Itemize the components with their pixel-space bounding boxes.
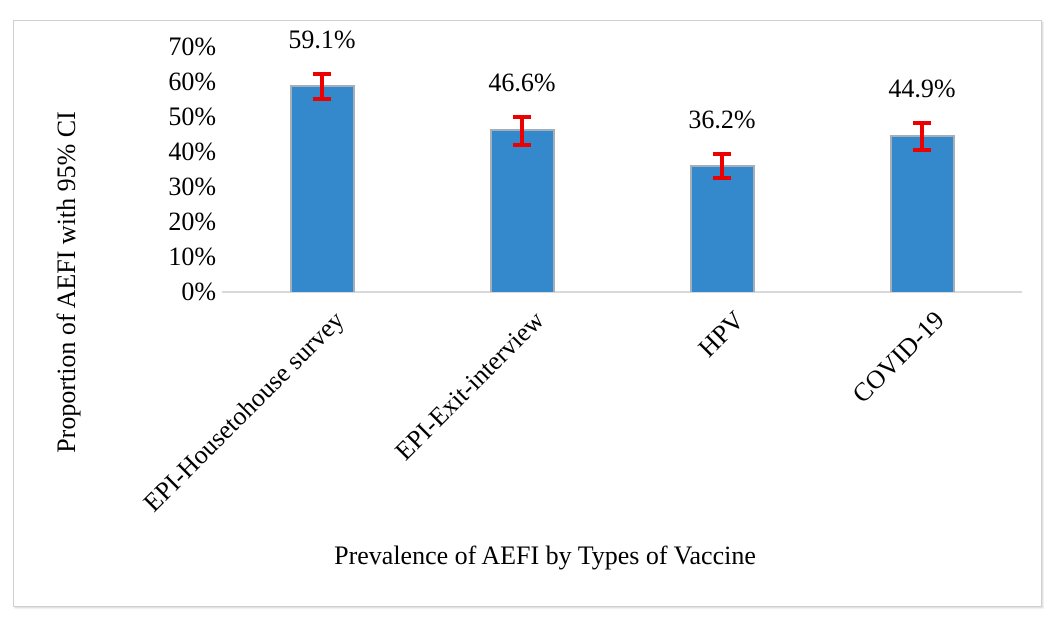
bar <box>889 134 955 292</box>
error-bar-stem <box>720 152 724 180</box>
error-bar <box>913 120 931 152</box>
bar-value-label: 44.9% <box>888 73 956 103</box>
x-axis-title: Prevalence of AEFI by Types of Vaccine <box>334 541 756 570</box>
error-bar-bottom-cap <box>313 97 331 102</box>
y-axis-title: Proportion of AEFI with 95% CI <box>52 111 81 453</box>
category-label: HPV <box>692 305 750 363</box>
y-tick-label: 20% <box>168 207 216 236</box>
y-tick-label: 10% <box>168 242 216 271</box>
y-tick-label: 40% <box>168 137 216 166</box>
y-tick-label: 0% <box>181 277 216 306</box>
bar-value-label: 36.2% <box>688 105 756 134</box>
error-bar <box>713 152 731 180</box>
error-bar <box>513 115 531 147</box>
bar-value-label: 46.6% <box>488 68 556 98</box>
error-bar-bottom-cap <box>713 176 731 180</box>
x-axis-line <box>222 291 1022 293</box>
bar <box>289 85 355 292</box>
bar-value-label: 59.1% <box>288 24 356 54</box>
error-bar-bottom-cap <box>913 148 931 152</box>
y-tick-label: 70% <box>168 32 216 61</box>
error-bar-bottom-cap <box>513 142 531 147</box>
error-bar-stem <box>920 120 924 152</box>
category-label: EPI-Housetohouse survey <box>137 305 350 518</box>
bar <box>689 165 755 292</box>
category-label: COVID-19 <box>846 305 950 409</box>
y-tick-label: 30% <box>168 172 216 201</box>
category-label: EPI-Exit-interview <box>389 305 550 466</box>
error-bar <box>313 71 331 102</box>
y-tick-label: 60% <box>168 67 216 96</box>
y-tick-label: 50% <box>168 102 216 131</box>
error-bar-stem <box>520 115 524 147</box>
error-bar-stem <box>320 71 324 102</box>
bar <box>489 128 555 292</box>
